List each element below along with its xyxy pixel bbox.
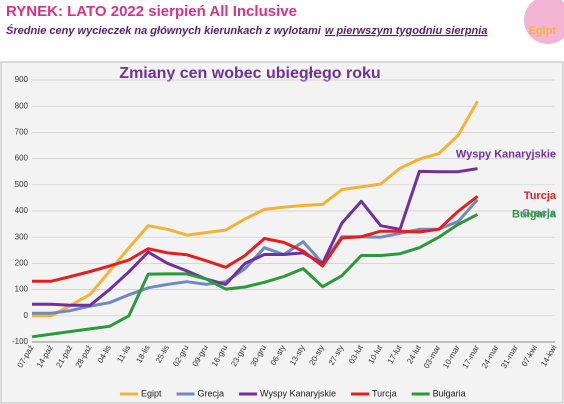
y-tick-label: 400 bbox=[15, 206, 29, 215]
series-end-label: Egipt bbox=[529, 25, 557, 37]
series-end-label: Wyspy Kanaryjskie bbox=[456, 148, 556, 160]
y-tick-label: 700 bbox=[15, 128, 29, 137]
y-tick-label: 600 bbox=[15, 154, 29, 163]
y-tick-label: 0 bbox=[24, 311, 29, 320]
series-line bbox=[32, 100, 479, 318]
subtitle-text: Średnie ceny wycieczek na głównych kieru… bbox=[6, 24, 322, 37]
series-line bbox=[32, 167, 478, 307]
decor-globe bbox=[524, 0, 564, 44]
y-tick-label: 100 bbox=[15, 285, 29, 294]
y-tick-label: 500 bbox=[15, 180, 29, 189]
subtitle-emphasis: w pierwszym tygodniu sierpnia bbox=[325, 25, 488, 37]
series-line bbox=[32, 195, 479, 283]
legend-label: Wyspy Kanaryjskie bbox=[260, 388, 336, 398]
series-line bbox=[31, 213, 479, 339]
y-tick-label: 800 bbox=[15, 101, 29, 110]
series-end-label: Grecja bbox=[522, 208, 557, 220]
y-tick-label: 900 bbox=[15, 75, 29, 84]
legend-label: Bułgaria bbox=[433, 388, 466, 398]
chart-title: Zmiany cen wobec ubiegłego roku bbox=[119, 65, 380, 82]
y-tick-label: 200 bbox=[15, 259, 29, 268]
legend-label: Egipt bbox=[141, 388, 162, 398]
header-title: RYNEK: LATO 2022 sierpień All Inclusive bbox=[6, 3, 297, 20]
chart-frame bbox=[0, 61, 564, 404]
y-tick-label: 300 bbox=[15, 232, 29, 241]
legend-label: Turcja bbox=[372, 388, 397, 398]
series-end-label: Turcja bbox=[524, 190, 557, 202]
legend-label: Grecja bbox=[198, 388, 225, 398]
series-end-label: Bułgaria bbox=[512, 208, 557, 220]
y-tick-label: -100 bbox=[12, 337, 29, 346]
header-subtitle: Średnie ceny wycieczek na głównych kieru… bbox=[6, 24, 487, 37]
